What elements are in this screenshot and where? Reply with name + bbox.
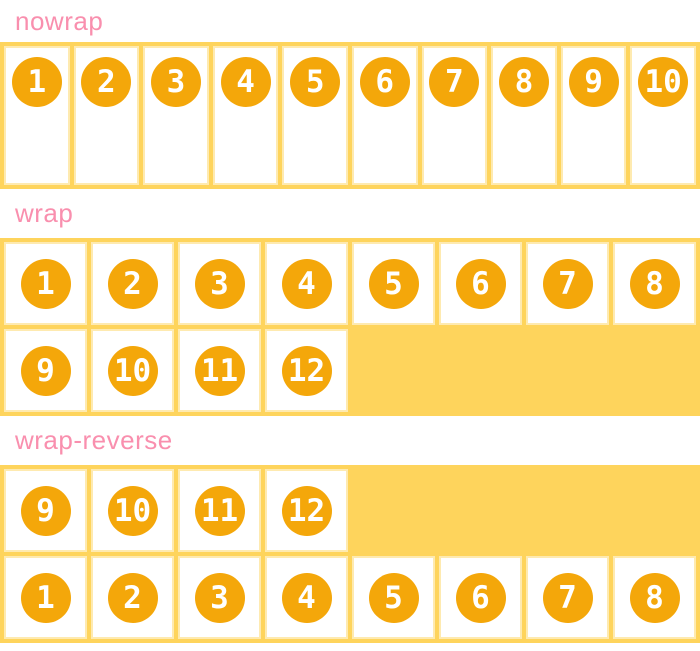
item-number-badge: 10: [107, 485, 158, 536]
flex-item: 9: [560, 46, 627, 185]
item-number-badge: 8: [629, 572, 680, 623]
item-number-badge: 4: [281, 258, 332, 309]
flex-item: 8: [491, 46, 557, 185]
flex-item: 10: [630, 46, 696, 185]
flex-item: 9: [4, 329, 87, 412]
flex-item: 2: [91, 242, 174, 325]
flex-item: 12: [265, 329, 348, 412]
flex-container-wrap-reverse: 1 2 3 4 5 6 7 8 9 10 11 12: [0, 465, 700, 643]
item-number-badge: 10: [638, 57, 689, 107]
flex-item: 12: [265, 469, 348, 552]
item-number-badge: 8: [498, 57, 549, 107]
item-number-badge: 8: [629, 258, 680, 309]
flex-item: 4: [265, 556, 348, 639]
section-label-nowrap: nowrap: [15, 6, 104, 36]
flex-item: 9: [4, 469, 87, 552]
item-number-badge: 2: [107, 572, 158, 623]
item-number-badge: 4: [220, 57, 271, 107]
flex-item: 11: [178, 329, 261, 412]
flex-item: 5: [352, 556, 435, 639]
flex-item: 7: [421, 46, 488, 185]
flex-item: 11: [178, 469, 261, 552]
item-number-badge: 9: [20, 485, 71, 536]
item-number-badge: 3: [194, 572, 245, 623]
item-number-badge: 1: [20, 258, 71, 309]
flex-item: 1: [4, 46, 70, 185]
flex-item: 6: [439, 242, 522, 325]
item-number-badge: 6: [455, 572, 506, 623]
flex-item: 8: [613, 242, 696, 325]
item-number-badge: 2: [81, 57, 132, 107]
flex-item: 1: [4, 242, 87, 325]
flex-item: 10: [91, 329, 174, 412]
flex-item: 8: [613, 556, 696, 639]
flex-item: 2: [91, 556, 174, 639]
flex-item: 3: [178, 556, 261, 639]
item-number-badge: 5: [290, 57, 341, 107]
item-number-badge: 7: [429, 57, 480, 107]
item-number-badge: 12: [281, 485, 332, 536]
item-number-badge: 7: [542, 572, 593, 623]
item-number-badge: 9: [20, 345, 71, 396]
flex-wrap-demo-page: nowrap 1 2 3 4 5 6 7 8 9 10 wrap 1 2 3 4 5 6 7 8 9 10 11 12 …: [0, 8, 700, 643]
item-number-badge: 7: [542, 258, 593, 309]
item-number-badge: 11: [194, 485, 245, 536]
flex-item: 6: [351, 46, 418, 185]
item-number-badge: 4: [281, 572, 332, 623]
item-number-badge: 3: [194, 258, 245, 309]
flex-container-wrap: 1 2 3 4 5 6 7 8 9 10 11 12: [0, 238, 700, 416]
item-number-badge: 11: [194, 345, 245, 396]
item-number-badge: 5: [368, 258, 419, 309]
section-label-wrap: wrap: [15, 198, 74, 228]
flex-item: 7: [526, 242, 609, 325]
flex-item: 7: [526, 556, 609, 639]
item-number-badge: 1: [11, 57, 62, 107]
section-label-wrap-reverse: wrap-reverse: [15, 425, 173, 455]
flex-item: 5: [352, 242, 435, 325]
flex-item: 6: [439, 556, 522, 639]
flex-container-nowrap: 1 2 3 4 5 6 7 8 9 10: [0, 42, 700, 189]
item-number-badge: 2: [107, 258, 158, 309]
item-number-badge: 10: [107, 345, 158, 396]
item-number-badge: 6: [359, 57, 410, 107]
flex-item: 3: [143, 46, 209, 185]
item-number-badge: 9: [568, 57, 619, 107]
flex-item: 4: [265, 242, 348, 325]
item-number-badge: 6: [455, 258, 506, 309]
flex-item: 3: [178, 242, 261, 325]
item-number-badge: 5: [368, 572, 419, 623]
flex-item: 4: [212, 46, 279, 185]
item-number-badge: 3: [150, 57, 201, 107]
flex-item: 1: [4, 556, 87, 639]
item-number-badge: 1: [20, 572, 71, 623]
item-number-badge: 12: [281, 345, 332, 396]
flex-item: 2: [73, 46, 140, 185]
flex-item: 10: [91, 469, 174, 552]
flex-item: 5: [282, 46, 348, 185]
